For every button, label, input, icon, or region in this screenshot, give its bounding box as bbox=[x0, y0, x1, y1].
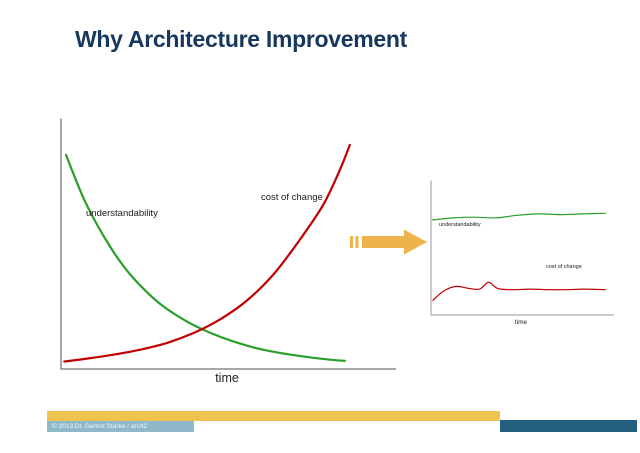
transition-arrow bbox=[350, 226, 430, 258]
chart-after-canvas bbox=[430, 180, 614, 316]
cost-of-change-label: cost of change bbox=[261, 192, 323, 203]
time-axis-label: time bbox=[514, 319, 528, 326]
understandability-label: understandability bbox=[86, 208, 158, 219]
arrow-stripe bbox=[350, 236, 353, 248]
chart-before-improvement: understandability cost of change time bbox=[58, 118, 398, 386]
footer-yellow-bar bbox=[47, 411, 500, 421]
chart-before-canvas bbox=[60, 118, 396, 370]
understandability-label: understandability bbox=[439, 222, 481, 228]
arrow-stripe bbox=[355, 236, 359, 248]
block-arrow-icon bbox=[350, 229, 427, 255]
time-axis-label: time bbox=[215, 371, 239, 385]
slide-title: Why Architecture Improvement bbox=[75, 26, 407, 52]
chart-after-improvement: understandability cost of change time bbox=[428, 180, 614, 330]
footer-copyright-bar: © 2013 Dr. Gernot Starke / arc42 bbox=[47, 421, 194, 432]
cost-of-change-label: cost of change bbox=[546, 264, 582, 270]
footer-dark-blue-bar bbox=[500, 420, 637, 432]
arrow-body bbox=[362, 229, 427, 255]
footer-copyright-text: © 2013 Dr. Gernot Starke / arc42 bbox=[52, 423, 148, 430]
